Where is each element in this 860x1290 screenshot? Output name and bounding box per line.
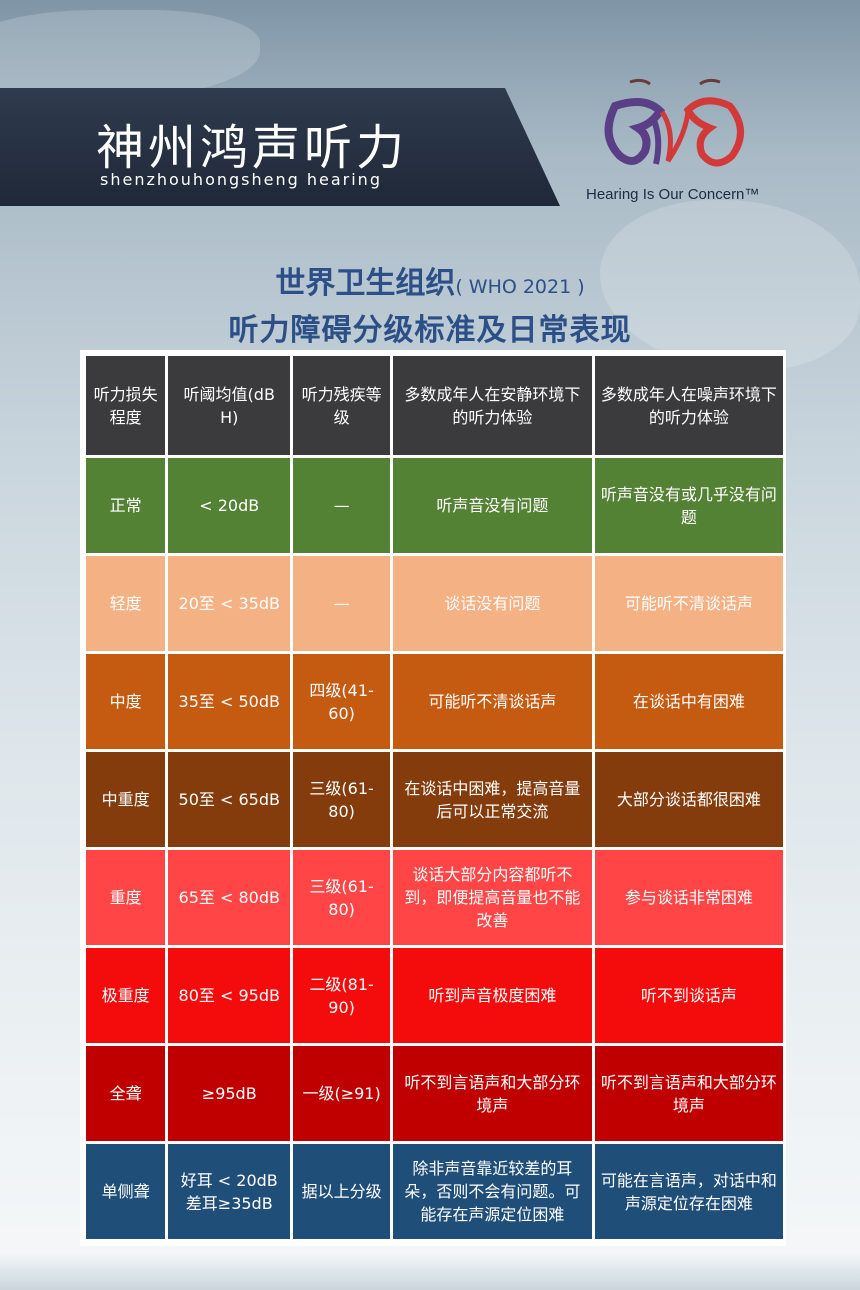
bottom-decoration — [0, 1252, 860, 1290]
header-quiet-experience: 多数成年人在安静环境下的听力体验 — [392, 356, 592, 455]
cell-degree: 全聋 — [86, 1046, 166, 1141]
header-disability-level: 听力残疾等级 — [293, 356, 390, 455]
hearing-grading-table: 听力损失程度 听阈均值(dB H) 听力残疾等级 多数成年人在安静环境下的听力体… — [83, 353, 786, 1242]
cell-degree: 重度 — [86, 850, 166, 945]
map-background-shape — [0, 10, 260, 100]
cell-disability-level: — — [293, 458, 390, 553]
table-row: 极重度 80至 < 95dB 二级(81-90) 听到声音极度困难 听不到谈话声 — [86, 948, 783, 1043]
cell-disability-level: 三级(61-80) — [293, 752, 390, 847]
heading-line2: 听力障碍分级标准及日常表现 — [228, 313, 632, 348]
table-row: 正常 < 20dB — 听声音没有问题 听声音没有或几乎没有问 题 — [86, 458, 783, 553]
cell-quiet-experience: 可能听不清谈话声 — [392, 654, 592, 749]
cell-disability-level: 据以上分级 — [293, 1144, 390, 1239]
cell-threshold: 好耳 < 20dB 差耳≥35dB — [168, 1144, 291, 1239]
cell-degree: 中重度 — [86, 752, 166, 847]
grading-table-frame: 听力损失程度 听阈均值(dB H) 听力残疾等级 多数成年人在安静环境下的听力体… — [80, 350, 786, 1246]
heading-who-tag: ( WHO 2021 ) — [455, 276, 585, 298]
cell-noise-experience: 可能听不清谈话声 — [594, 556, 783, 651]
cell-disability-level: 四级(41-60) — [293, 654, 390, 749]
header-noise-experience: 多数成年人在噪声环境下的听力体验 — [594, 356, 783, 455]
cell-quiet-experience: 谈话没有问题 — [392, 556, 592, 651]
cell-quiet-experience: 听到声音极度困难 — [392, 948, 592, 1043]
table-row: 中度 35至 < 50dB 四级(41-60) 可能听不清谈话声 在谈话中有困难 — [86, 654, 783, 749]
cell-quiet-experience: 听不到言语声和大部分环境声 — [392, 1046, 592, 1141]
cell-quiet-experience: 在谈话中困难，提高音量后可以正常交流 — [392, 752, 592, 847]
heading-line1: 世界卫生组织( WHO 2021 ) — [0, 258, 860, 302]
table-row: 中重度 50至 < 65dB 三级(61-80) 在谈话中困难，提高音量后可以正… — [86, 752, 783, 847]
table-header-row: 听力损失程度 听阈均值(dB H) 听力残疾等级 多数成年人在安静环境下的听力体… — [86, 356, 783, 455]
cell-degree: 中度 — [86, 654, 166, 749]
cell-quiet-experience: 听声音没有问题 — [392, 458, 592, 553]
table-row: 全聋 ≥95dB 一级(≥91) 听不到言语声和大部分环境声 听不到言语声和大部… — [86, 1046, 783, 1141]
table-row: 轻度 20至 < 35dB — 谈话没有问题 可能听不清谈话声 — [86, 556, 783, 651]
cell-threshold: 35至 < 50dB — [168, 654, 291, 749]
cell-quiet-experience: 谈话大部分内容都听不到，即便提高音量也不能改善 — [392, 850, 592, 945]
cell-disability-level: 一级(≥91) — [293, 1046, 390, 1141]
cell-disability-level: — — [293, 556, 390, 651]
cell-threshold: 20至 < 35dB — [168, 556, 291, 651]
cell-threshold: ≥95dB — [168, 1046, 291, 1141]
cell-threshold: 80至 < 95dB — [168, 948, 291, 1043]
cell-disability-level: 三级(61-80) — [293, 850, 390, 945]
brand-title: 神州鸿声听力 — [96, 120, 409, 176]
cell-noise-experience: 在谈话中有困难 — [594, 654, 783, 749]
cell-noise-experience: 大部分谈话都很困难 — [594, 752, 783, 847]
cell-noise-experience: 可能在言语声，对话中和声源定位存在困难 — [594, 1144, 783, 1239]
cell-degree: 轻度 — [86, 556, 166, 651]
heading-org: 世界卫生组织 — [275, 266, 456, 301]
brand-subtitle: shenzhouhongsheng hearing — [100, 170, 382, 189]
cell-noise-experience: 听不到言语声和大部分环 境声 — [594, 1046, 783, 1141]
table-row: 单侧聋 好耳 < 20dB 差耳≥35dB 据以上分级 除非声音靠近较差的耳朵，… — [86, 1144, 783, 1239]
header-degree: 听力损失程度 — [86, 356, 166, 455]
cell-threshold: < 20dB — [168, 458, 291, 553]
header-threshold: 听阈均值(dB H) — [168, 356, 291, 455]
butterfly-logo-icon — [604, 78, 744, 167]
brand-tagline: Hearing Is Our Concern™ — [586, 186, 760, 203]
cell-noise-experience: 听声音没有或几乎没有问 题 — [594, 458, 783, 553]
brand-banner — [0, 88, 560, 206]
cell-disability-level: 二级(81-90) — [293, 948, 390, 1043]
cell-quiet-experience: 除非声音靠近较差的耳朵，否则不会有问题。可能存在声源定位困难 — [392, 1144, 592, 1239]
cell-degree: 极重度 — [86, 948, 166, 1043]
cell-degree: 单侧聋 — [86, 1144, 166, 1239]
table-row: 重度 65至 < 80dB 三级(61-80) 谈话大部分内容都听不到，即便提高… — [86, 850, 783, 945]
cell-noise-experience: 参与谈话非常困难 — [594, 850, 783, 945]
cell-threshold: 65至 < 80dB — [168, 850, 291, 945]
cell-degree: 正常 — [86, 458, 166, 553]
map-background-shape — [600, 200, 860, 370]
cell-noise-experience: 听不到谈话声 — [594, 948, 783, 1043]
cell-threshold: 50至 < 65dB — [168, 752, 291, 847]
